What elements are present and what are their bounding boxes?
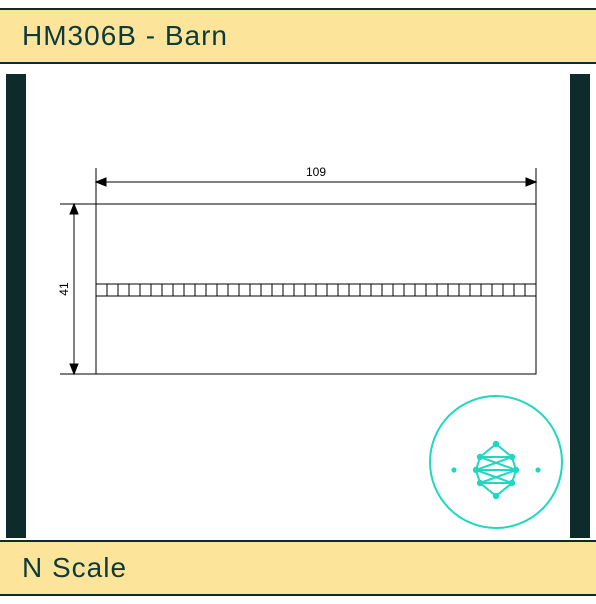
right-pillar — [570, 74, 590, 538]
page-title: HM306B - Barn — [22, 20, 228, 52]
left-pillar — [6, 74, 26, 538]
footer-banner: N Scale — [0, 540, 596, 596]
brand-logo-icon — [426, 392, 566, 532]
footer-label: N Scale — [22, 552, 127, 584]
svg-text:109: 109 — [306, 165, 326, 179]
svg-text:41: 41 — [57, 282, 71, 296]
header-banner: HM306B - Barn — [0, 8, 596, 64]
